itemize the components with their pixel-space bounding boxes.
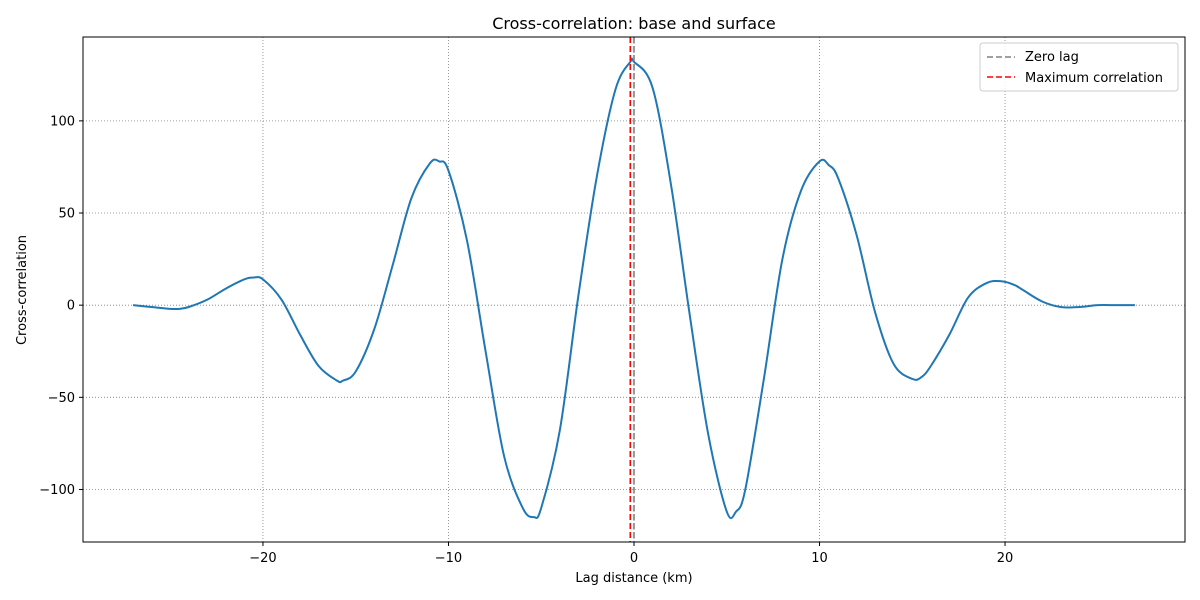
y-axis-title: Cross-correlation: [15, 235, 30, 345]
y-tick-label: 0: [67, 299, 75, 314]
plot-area: [132, 37, 1135, 542]
cross-correlation-line: [132, 57, 1135, 520]
legend-label-zero-lag: Zero lag: [1025, 50, 1079, 65]
y-tick-label: −50: [48, 391, 75, 406]
x-tick-label: −10: [435, 551, 462, 566]
x-tick-label: −20: [249, 551, 276, 566]
legend: Zero lag Maximum correlation: [979, 42, 1179, 92]
y-tick-label: 100: [50, 114, 75, 129]
x-tick-label: 0: [630, 551, 638, 566]
x-tick-label: 20: [997, 551, 1014, 566]
y-tick-label: −100: [39, 483, 75, 498]
chart-title: Cross-correlation: base and surface: [492, 14, 776, 33]
y-tick-label: 50: [58, 207, 75, 222]
legend-box: [979, 42, 1179, 92]
x-axis-title: Lag distance (km): [575, 571, 692, 586]
legend-label-maximum-correlation: Maximum correlation: [1025, 71, 1163, 86]
x-tick-label: 10: [811, 551, 828, 566]
